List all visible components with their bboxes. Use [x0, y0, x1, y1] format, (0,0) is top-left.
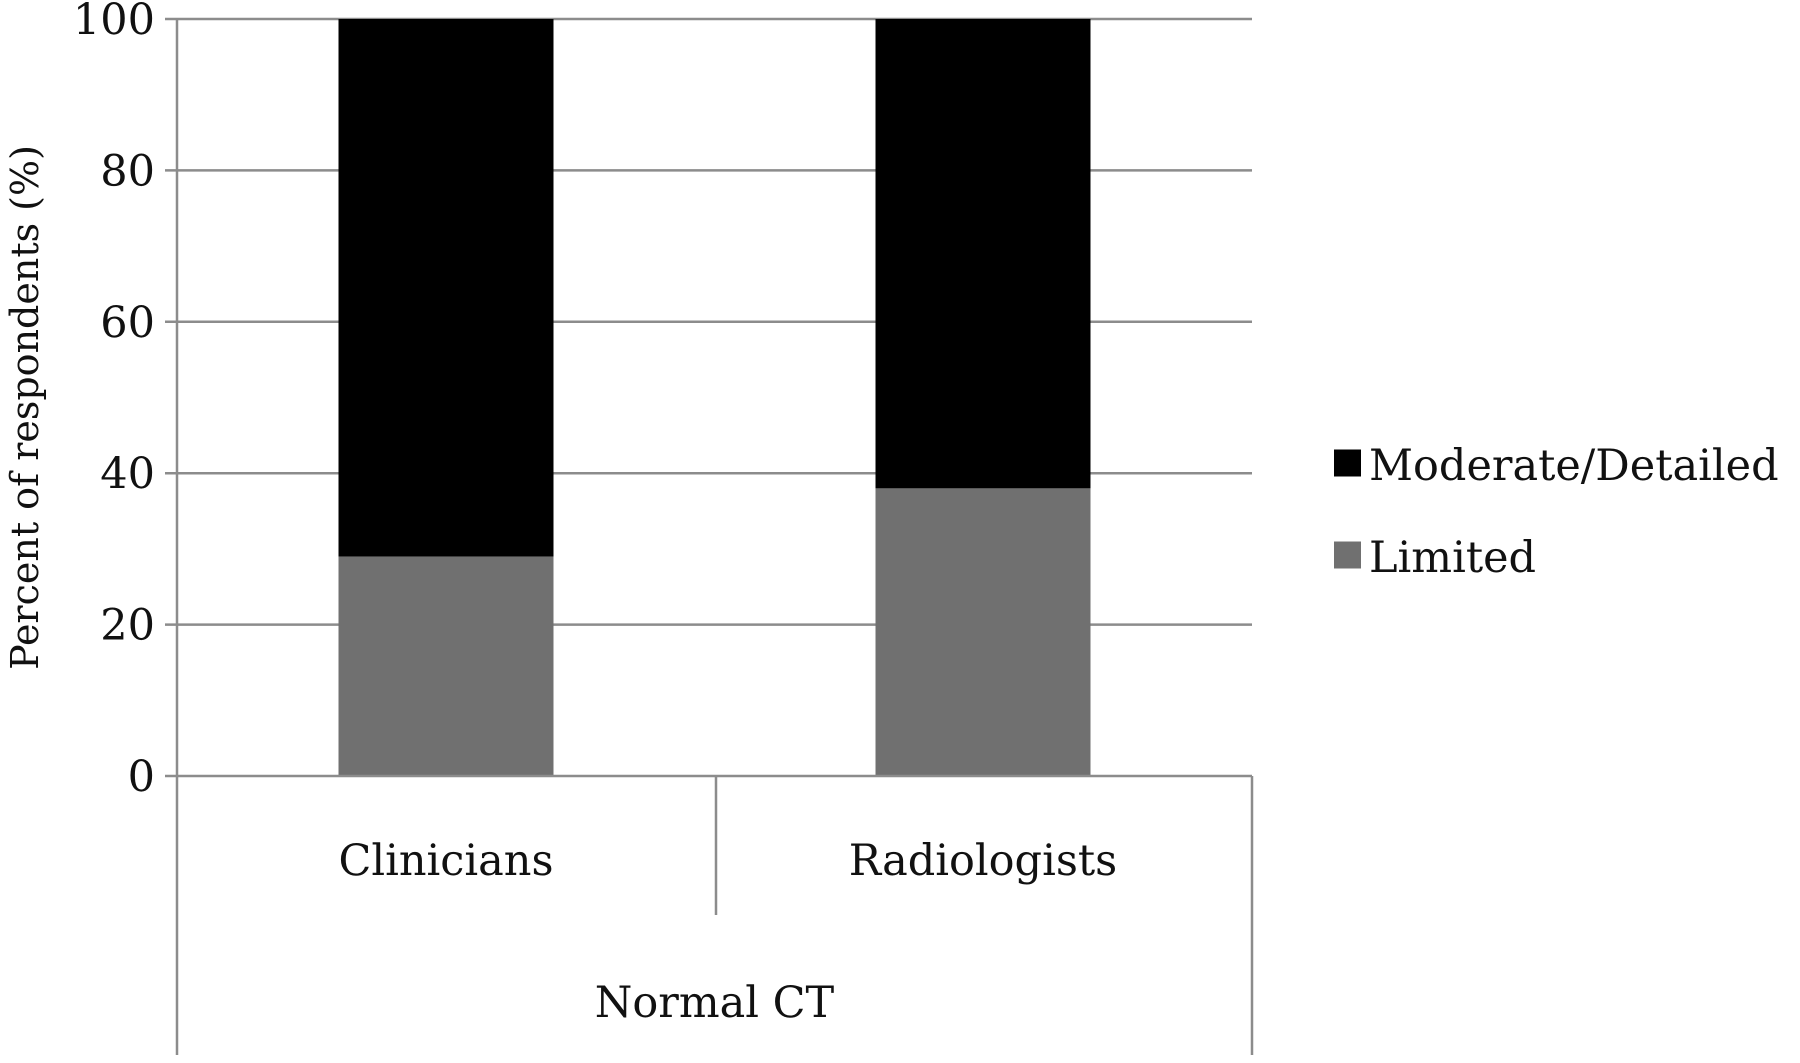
x-category-labels: Clinicians Radiologists: [338, 836, 1117, 886]
legend-swatch: [1334, 449, 1361, 477]
y-tick-label: 20: [100, 601, 155, 651]
y-tick-labels: 0 20 40 60 80 100: [73, 0, 155, 802]
y-tick-label: 100: [73, 0, 155, 45]
bars: [338, 19, 1091, 776]
y-tick-label: 40: [100, 449, 155, 499]
axes: [165, 19, 1254, 1055]
bar-segment-limited-radiologists: [875, 488, 1091, 776]
legend-swatch: [1334, 541, 1361, 569]
bar-segment-moderate-detailed-radiologists: [875, 19, 1091, 489]
legend: Moderate/Detailed Limited: [1334, 441, 1779, 583]
y-tick-label: 0: [128, 752, 155, 802]
y-tick-label: 80: [100, 146, 155, 196]
y-axis-label: Percent of respondents (%): [3, 145, 47, 670]
bar-segment-moderate-detailed-clinicians: [338, 19, 554, 557]
x-category-label: Radiologists: [849, 836, 1118, 886]
y-tick-label: 60: [100, 298, 155, 348]
bar-segment-limited-clinicians: [338, 556, 554, 776]
legend-label: Moderate/Detailed: [1369, 441, 1779, 491]
x-group-label: Normal CT: [595, 978, 835, 1028]
x-category-label: Clinicians: [338, 836, 553, 886]
legend-label: Limited: [1369, 533, 1536, 583]
